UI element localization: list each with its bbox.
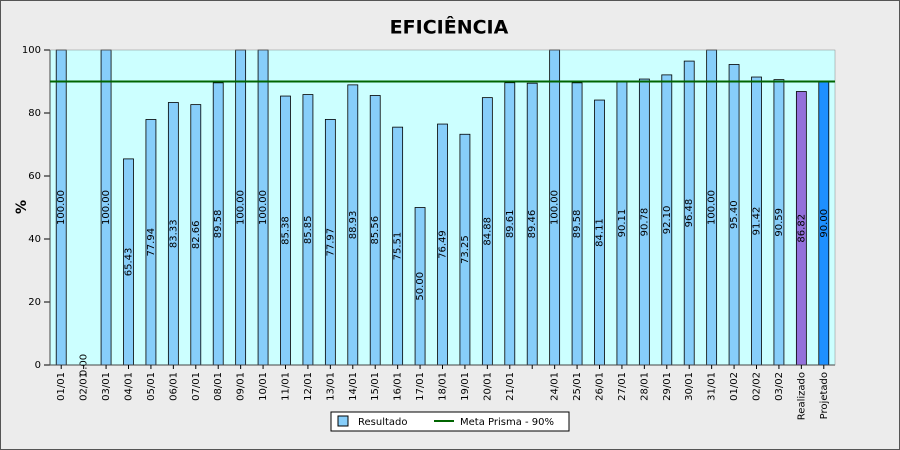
- x-tick-label: 14/01: [348, 372, 359, 401]
- y-tick-label: 40: [28, 234, 41, 245]
- value-label: 75.51: [393, 232, 404, 261]
- value-label: 65.43: [124, 248, 135, 277]
- value-label: 100.00: [236, 190, 247, 225]
- x-tick-label: 13/01: [325, 372, 336, 401]
- x-tick-label: 07/01: [191, 372, 202, 401]
- x-tick-label: 03/02: [774, 372, 785, 401]
- value-label: 50.00: [415, 272, 426, 301]
- value-label: 73.25: [460, 235, 471, 264]
- value-label: 90.00: [819, 209, 830, 238]
- y-tick-label: 0: [35, 360, 41, 371]
- x-tick-label: 26/01: [595, 372, 606, 401]
- x-tick-label: 10/01: [258, 372, 269, 401]
- value-label: 95.40: [729, 200, 740, 229]
- x-tick-label: 16/01: [393, 372, 404, 401]
- value-label: 89.46: [527, 210, 538, 239]
- legend-swatch: [337, 415, 349, 427]
- value-label: 83.33: [168, 219, 179, 248]
- legend-label: Meta Prisma - 90%: [460, 417, 554, 428]
- value-label: 84.11: [595, 218, 606, 247]
- x-tick-label: 01/01: [56, 372, 67, 401]
- value-label: 88.93: [348, 211, 359, 240]
- value-label: 90.11: [617, 209, 628, 238]
- value-label: 100.00: [550, 190, 561, 225]
- y-tick-label: 100: [22, 45, 41, 56]
- value-label: 82.66: [191, 220, 202, 249]
- x-tick-label: 25/01: [572, 372, 583, 401]
- value-label: 85.38: [281, 216, 292, 245]
- value-label: 85.85: [303, 215, 314, 244]
- y-tick-label: 60: [28, 171, 41, 182]
- x-tick-label: 17/01: [415, 372, 426, 401]
- x-tick-label: 12/01: [303, 372, 314, 401]
- value-label: 86.82: [796, 214, 807, 243]
- y-tick-label: 80: [28, 108, 41, 119]
- x-tick-label: 06/01: [168, 372, 179, 401]
- x-tick-label: 03/01: [101, 372, 112, 401]
- x-tick-label: 01/02: [729, 372, 740, 401]
- value-label: 89.58: [572, 210, 583, 239]
- value-label: 89.61: [505, 210, 516, 239]
- y-tick-label: 20: [28, 297, 41, 308]
- x-tick-label: 19/01: [460, 372, 471, 401]
- x-tick-label: 27/01: [617, 372, 628, 401]
- x-tick-label: Projetado: [819, 372, 830, 419]
- x-tick-label: 20/01: [482, 372, 493, 401]
- x-tick-label: 08/01: [213, 372, 224, 401]
- value-label: 91.42: [752, 207, 763, 236]
- y-axis-label: %: [14, 200, 30, 214]
- value-label: 100.00: [56, 190, 67, 225]
- x-tick-label: 18/01: [438, 372, 449, 401]
- x-tick-label: 28/01: [639, 372, 650, 401]
- value-label: 90.78: [639, 208, 650, 237]
- x-tick-label: 05/01: [146, 372, 157, 401]
- value-label: 77.97: [325, 228, 336, 257]
- x-tick-label: 31/01: [707, 372, 718, 401]
- value-label: 89.58: [213, 210, 224, 239]
- value-label: 100.00: [101, 190, 112, 225]
- x-tick-label: 04/01: [124, 372, 135, 401]
- value-label: 96.48: [684, 199, 695, 228]
- x-tick-label: 02/02: [752, 372, 763, 401]
- value-label: 92.10: [662, 206, 673, 235]
- x-tick-label: 15/01: [370, 372, 381, 401]
- x-tick-label: 21/01: [505, 372, 516, 401]
- x-tick-label: 02/01: [79, 372, 90, 401]
- x-tick-label: 30/01: [684, 372, 695, 401]
- value-label: 84.88: [482, 217, 493, 246]
- value-label: 77.94: [146, 228, 157, 257]
- legend-label: Resultado: [358, 417, 408, 428]
- x-tick-label: 09/01: [236, 372, 247, 401]
- value-label: 85.56: [370, 216, 381, 245]
- value-label: 100.00: [258, 190, 269, 225]
- chart-title: EFICIÊNCIA: [390, 16, 509, 39]
- value-label: 76.49: [438, 230, 449, 259]
- value-label: 90.59: [774, 208, 785, 237]
- x-tick-label: Realizado: [796, 372, 807, 420]
- x-tick-label: 29/01: [662, 372, 673, 401]
- x-tick-label: 11/01: [281, 372, 292, 401]
- x-tick-label: 24/01: [550, 372, 561, 401]
- value-label: 100.00: [707, 190, 718, 225]
